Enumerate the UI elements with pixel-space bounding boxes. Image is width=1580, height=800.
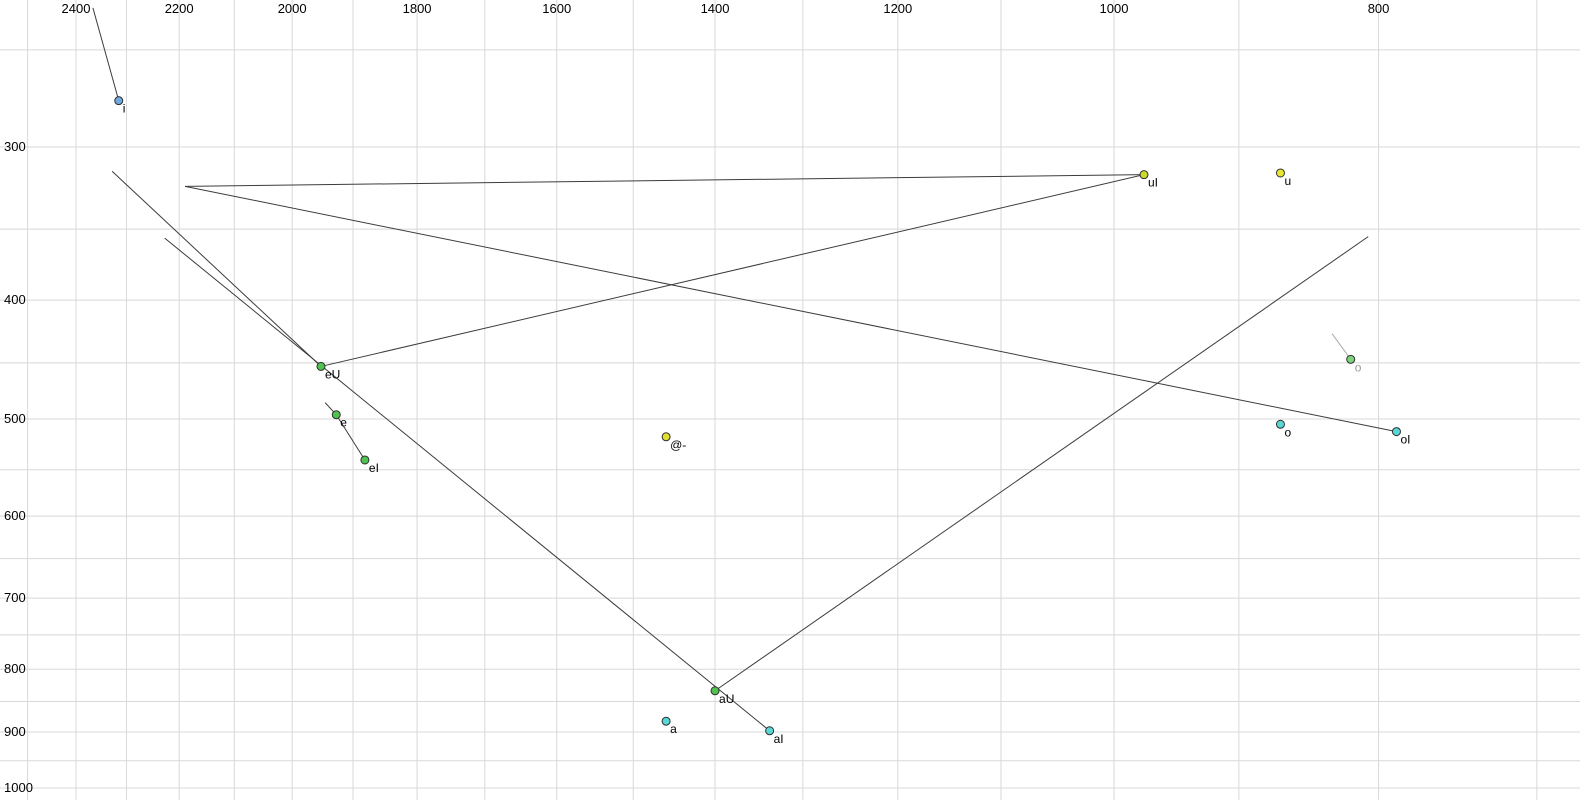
- x-tick-label: 1000: [1100, 1, 1129, 16]
- point-label: uI: [1148, 176, 1158, 190]
- point-label: eI: [369, 461, 379, 475]
- point-label: oI: [1400, 433, 1410, 447]
- point-label: a: [670, 722, 677, 736]
- trajectory-line: [185, 185, 1397, 433]
- data-point[interactable]: [360, 455, 370, 465]
- data-point[interactable]: [1139, 170, 1149, 180]
- point-label: i: [123, 102, 126, 116]
- point-label: aU: [719, 692, 734, 706]
- y-tick-label: 600: [4, 508, 26, 523]
- x-tick-label: 2000: [278, 1, 307, 16]
- y-tick-label: 900: [4, 724, 26, 739]
- y-tick-label: 700: [4, 590, 26, 605]
- x-tick-label: 1400: [701, 1, 730, 16]
- data-point[interactable]: [331, 410, 341, 420]
- x-tick-label: 2400: [62, 1, 91, 16]
- y-tick-label: 400: [4, 292, 26, 307]
- data-point[interactable]: [765, 726, 775, 736]
- data-point[interactable]: [1275, 168, 1285, 178]
- point-label: eU: [325, 367, 340, 381]
- data-point[interactable]: [710, 686, 720, 696]
- point-label: o: [1284, 425, 1291, 439]
- trajectory-line: [164, 237, 770, 732]
- point-label: u: [1284, 174, 1291, 188]
- data-point[interactable]: [1391, 427, 1401, 437]
- x-tick-label: 2200: [165, 1, 194, 16]
- trajectory-line: [111, 170, 322, 367]
- trajectory-line: [335, 414, 366, 461]
- trajectory-line: [92, 7, 120, 101]
- data-point[interactable]: [316, 361, 326, 371]
- point-label: o: [1355, 360, 1362, 374]
- trajectory-line: [714, 236, 1369, 692]
- trajectory-line: [185, 174, 1145, 187]
- data-point[interactable]: [114, 96, 124, 106]
- point-label: @-: [670, 438, 686, 452]
- y-tick-label: 1000: [4, 780, 33, 795]
- trajectory-line: [320, 174, 1145, 367]
- data-point[interactable]: [661, 432, 671, 442]
- data-point[interactable]: [1275, 419, 1285, 429]
- trajectory-line: [1331, 333, 1352, 360]
- data-point[interactable]: [661, 716, 671, 726]
- x-tick-label: 1200: [883, 1, 912, 16]
- y-tick-label: 500: [4, 411, 26, 426]
- y-tick-label: 300: [4, 139, 26, 154]
- x-tick-label: 1600: [542, 1, 571, 16]
- point-label: aI: [774, 732, 784, 746]
- x-tick-label: 800: [1368, 1, 1390, 16]
- point-label: e: [340, 416, 347, 430]
- y-tick-label: 800: [4, 661, 26, 676]
- x-tick-label: 1800: [403, 1, 432, 16]
- data-point[interactable]: [1346, 354, 1356, 364]
